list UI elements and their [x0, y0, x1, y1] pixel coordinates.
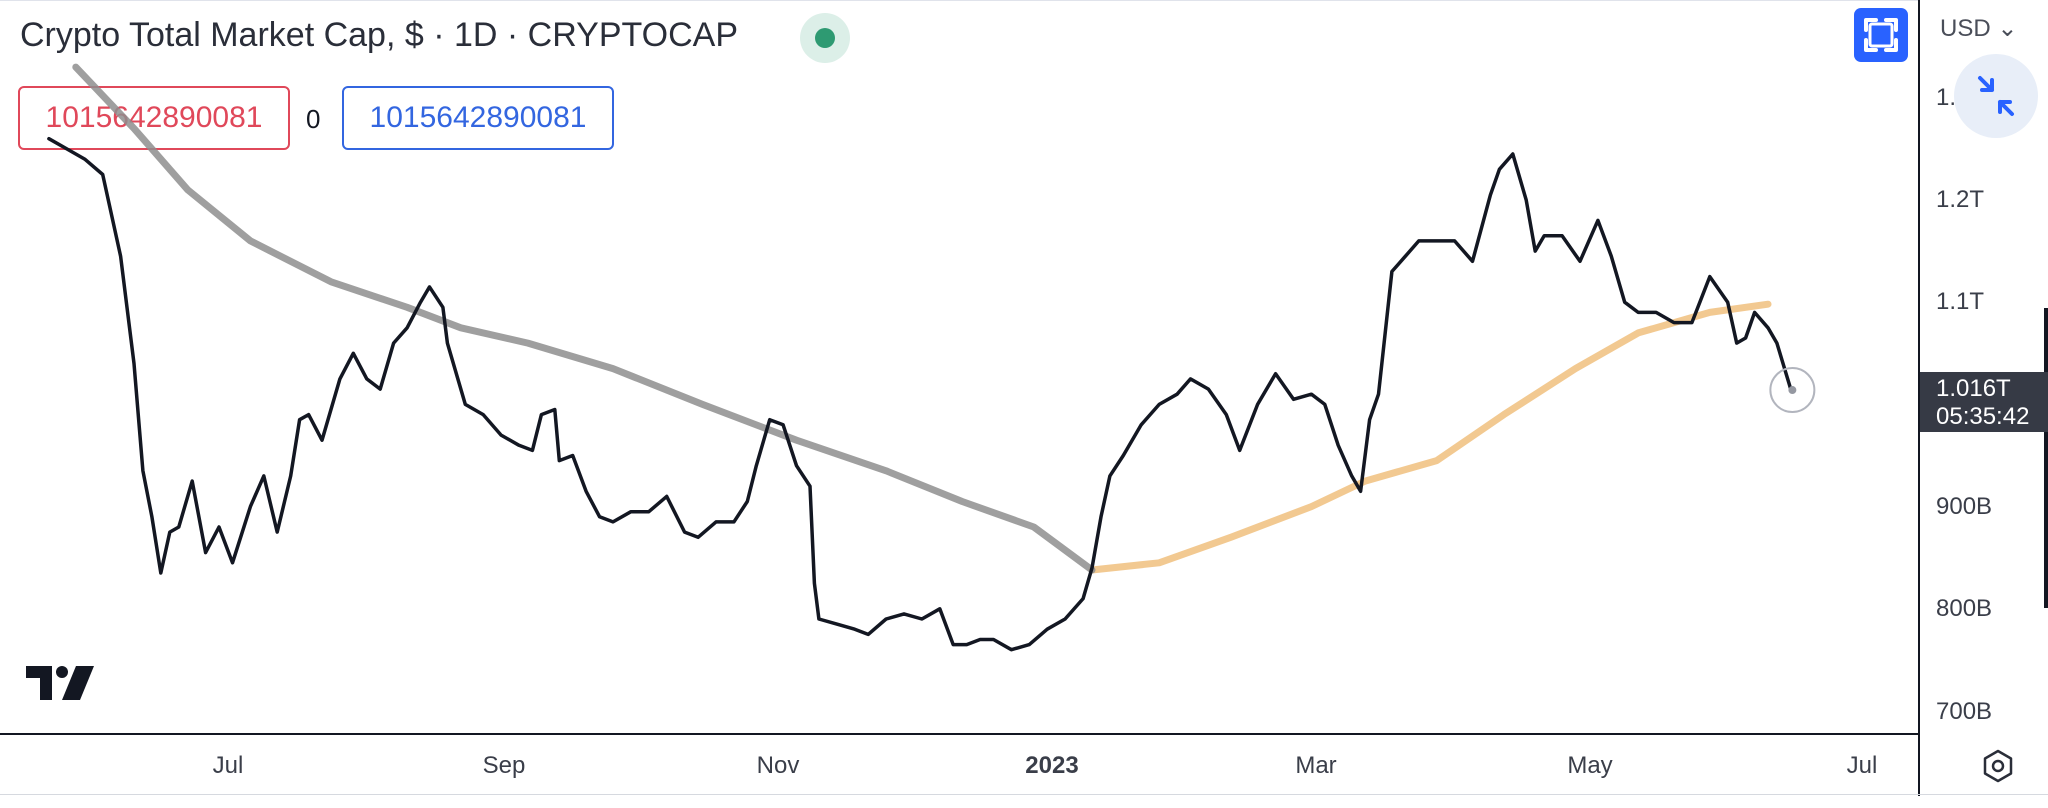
x-tick-label: May	[1567, 752, 1613, 779]
hexagon-gear-icon[interactable]	[1980, 748, 2016, 784]
top-border	[0, 0, 1918, 1]
tradingview-logo-icon	[26, 666, 94, 700]
currency-selector[interactable]: USD ⌄	[1940, 14, 2017, 43]
last-point-dot	[1788, 386, 1797, 395]
market-status-icon[interactable]	[800, 13, 850, 63]
x-tick-label: Jul	[1846, 752, 1878, 779]
bottom-border	[0, 794, 2048, 795]
time-axis-border	[0, 733, 1918, 735]
series-price-line	[47, 136, 1793, 652]
right-edge-bar	[2044, 308, 2048, 608]
fullscreen-icon	[1864, 18, 1898, 52]
x-tick-label: Nov	[756, 752, 800, 779]
price-axis-border	[1918, 0, 1920, 796]
x-tick-label: Mar	[1295, 752, 1337, 779]
y-tick-label: 800B	[1936, 595, 1993, 622]
spread-value: 0	[306, 104, 321, 134]
fullscreen-button[interactable]	[1854, 8, 1908, 62]
x-tick-label: Sep	[482, 752, 526, 779]
collapse-button[interactable]	[1954, 54, 2038, 138]
sell-price-box[interactable]: 1015642890081	[18, 86, 290, 150]
x-tick-label: Jul	[212, 752, 244, 779]
last-point-ring	[1769, 367, 1816, 414]
buy-price-box[interactable]: 1015642890081	[342, 86, 614, 150]
currency-label: USD	[1940, 15, 1991, 42]
x-tick-label: 2023	[1025, 752, 1079, 779]
series-ma-upper-line	[72, 63, 1096, 574]
chart-title: Crypto Total Market Cap, $ · 1D · CRYPTO…	[20, 16, 739, 54]
y-tick-label: 900B	[1936, 493, 1993, 520]
chevron-down-icon: ⌄	[1990, 15, 2018, 42]
last-price-tag: 1.016T 05:35:42	[1920, 372, 2048, 432]
y-tick-label: 700B	[1936, 698, 1993, 725]
bar-countdown: 05:35:42	[1936, 403, 2030, 430]
y-tick-label: 1.1T	[1936, 288, 1985, 315]
chart-plot[interactable]	[0, 0, 1918, 733]
y-tick-label: 1.2T	[1936, 186, 1985, 213]
last-price-label: 1.016T	[1936, 375, 2011, 402]
collapse-arrows-icon	[1978, 76, 2014, 116]
series-ma-lower-line	[1088, 300, 1772, 574]
